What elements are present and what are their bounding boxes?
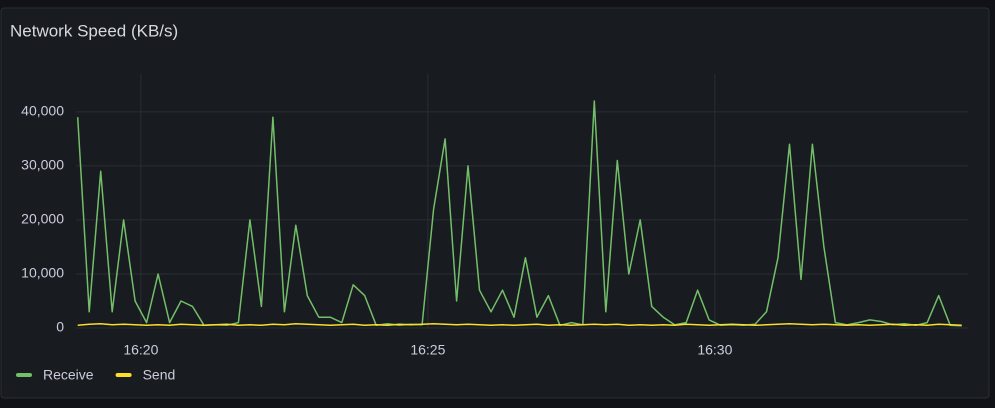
legend-swatch[interactable]: [16, 373, 32, 377]
series-line: [77, 322, 962, 327]
y-tick-label: 20,000: [21, 211, 64, 227]
x-tick-label: 16:25: [410, 342, 445, 358]
y-tick-label: 30,000: [21, 157, 64, 173]
series-line: [76, 100, 962, 327]
chart-title: Network Speed (KB/s): [10, 21, 178, 40]
x-tick-label: 16:20: [123, 342, 158, 358]
y-tick-label: 40,000: [21, 103, 64, 119]
legend-swatch[interactable]: [115, 373, 132, 377]
y-tick-label: 0: [56, 319, 64, 335]
x-tick-label: 16:30: [697, 342, 732, 358]
y-tick-label: 10,000: [21, 265, 64, 281]
panel: [0, 7, 990, 399]
legend-label[interactable]: Receive: [43, 367, 94, 383]
legend-label[interactable]: Send: [143, 367, 176, 383]
